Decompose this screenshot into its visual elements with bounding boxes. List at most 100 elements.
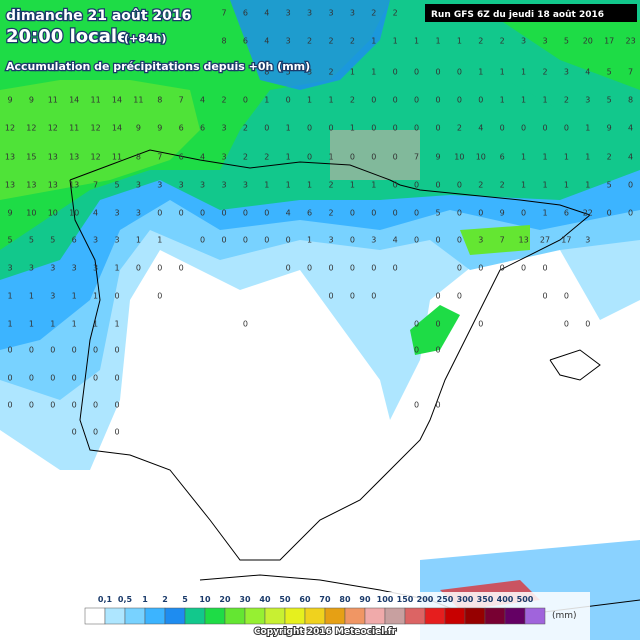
grid-value: 3 xyxy=(243,181,248,190)
grid-value: 1 xyxy=(350,68,355,77)
grid-value: 1 xyxy=(264,96,269,105)
grid-value: 0 xyxy=(478,320,483,329)
grid-value: 5 xyxy=(607,68,612,77)
grid-value: 11 xyxy=(91,96,101,105)
grid-value: 5 xyxy=(29,236,34,245)
grid-value: 27 xyxy=(540,236,550,245)
grid-value: 10 xyxy=(69,209,79,218)
grid-value: 3 xyxy=(221,153,226,162)
grid-value: 0 xyxy=(435,236,440,245)
grid-value: 6 xyxy=(243,9,248,18)
grid-value: 0 xyxy=(350,209,355,218)
grid-value: 13 xyxy=(5,181,15,190)
grid-value: 0 xyxy=(72,346,77,355)
legend-swatch xyxy=(444,607,466,625)
grid-value: 0 xyxy=(328,124,333,133)
grid-value: 0 xyxy=(50,346,55,355)
grid-value: 5 xyxy=(50,236,55,245)
legend-swatch xyxy=(524,607,546,625)
legend-swatch xyxy=(384,607,406,625)
grid-value: 2 xyxy=(371,9,376,18)
grid-value: 0 xyxy=(157,292,162,301)
grid-value: 1 xyxy=(72,320,77,329)
grid-value: 0 xyxy=(114,292,119,301)
legend-label: 2 xyxy=(162,595,168,604)
grid-value: 12 xyxy=(91,124,101,133)
grid-value: 0 xyxy=(200,236,205,245)
grid-value: 0 xyxy=(286,96,291,105)
legend-label: 80 xyxy=(339,595,351,604)
grid-value: 1 xyxy=(564,153,569,162)
grid-value: 1 xyxy=(114,320,119,329)
grid-value: 9 xyxy=(157,124,162,133)
legend-label: 500 xyxy=(517,595,534,604)
legend-label: 20 xyxy=(219,595,231,604)
grid-value: 0 xyxy=(414,68,419,77)
grid-value: 6 xyxy=(72,236,77,245)
grid-value: 1 xyxy=(350,181,355,190)
grid-value: 0 xyxy=(435,68,440,77)
grid-value: 10 xyxy=(454,153,464,162)
grid-values: 7 6 4 3 3 3 3 2 28 6 4 3 2 2 2 1 1 1 1 1 2 2 3 3 5 20 17 238 5 3 2 1 1 0 0… xyxy=(5,9,636,437)
legend-label: 200 xyxy=(417,595,434,604)
grid-value: 3 xyxy=(286,37,291,46)
grid-value: 1 xyxy=(286,181,291,190)
grid-value: 5 xyxy=(7,236,12,245)
grid-value: 0 xyxy=(414,181,419,190)
grid-value: 8 xyxy=(157,96,162,105)
legend-label: 70 xyxy=(319,595,331,604)
grid-value: 0 xyxy=(243,236,248,245)
grid-value: 1 xyxy=(414,37,419,46)
grid-value: 0 xyxy=(93,401,98,410)
grid-value: 0 xyxy=(93,374,98,383)
grid-value: 1 xyxy=(542,181,547,190)
grid-value: 3 xyxy=(93,264,98,273)
grid-value: 2 xyxy=(393,9,398,18)
legend-label: 350 xyxy=(477,595,494,604)
legend-swatch xyxy=(284,607,306,625)
grid-value: 13 xyxy=(48,181,58,190)
legend-swatch xyxy=(504,607,526,625)
legend-swatch xyxy=(164,607,186,625)
grid-value: 3 xyxy=(221,124,226,133)
grid-value: 1 xyxy=(114,264,119,273)
grid-value: 1 xyxy=(93,292,98,301)
grid-value: 9 xyxy=(7,96,12,105)
grid-value: 0 xyxy=(371,124,376,133)
grid-value: 1 xyxy=(435,37,440,46)
grid-value: 3 xyxy=(307,9,312,18)
grid-value: 0 xyxy=(500,264,505,273)
grid-value: 13 xyxy=(5,153,15,162)
grid-value: 0 xyxy=(457,68,462,77)
grid-value: 0 xyxy=(286,264,291,273)
grid-value: 2 xyxy=(350,37,355,46)
grid-value: 1 xyxy=(307,181,312,190)
grid-value: 0 xyxy=(371,264,376,273)
grid-value: 4 xyxy=(393,236,398,245)
legend-swatch xyxy=(184,607,206,625)
grid-value: 1 xyxy=(307,236,312,245)
grid-value: 13 xyxy=(69,181,79,190)
grid-value: 0 xyxy=(157,264,162,273)
coastlines xyxy=(69,149,640,621)
grid-value: 1 xyxy=(7,320,12,329)
grid-value: 0 xyxy=(628,181,633,190)
grid-value: 0 xyxy=(542,124,547,133)
run: Run GFS 6Z du jeudi 18 août 2016 xyxy=(431,10,604,20)
legend-label: 300 xyxy=(457,595,474,604)
grid-value: 0 xyxy=(7,346,12,355)
grid-value: 2 xyxy=(564,96,569,105)
grid-value: 0 xyxy=(393,181,398,190)
grid-value: 0 xyxy=(307,264,312,273)
grid-value: 14 xyxy=(112,96,122,105)
grid-value: 6 xyxy=(307,209,312,218)
subtitle: Accumulation de précipitations depuis +0… xyxy=(6,60,310,73)
grid-value: 2 xyxy=(478,37,483,46)
run-box xyxy=(425,4,637,22)
grid-value: 0 xyxy=(114,374,119,383)
grid-value: 2 xyxy=(500,181,505,190)
grid-value: 0 xyxy=(435,346,440,355)
grid-value: 12 xyxy=(48,124,58,133)
grid-value: 1 xyxy=(542,153,547,162)
grid-value: 0 xyxy=(521,264,526,273)
